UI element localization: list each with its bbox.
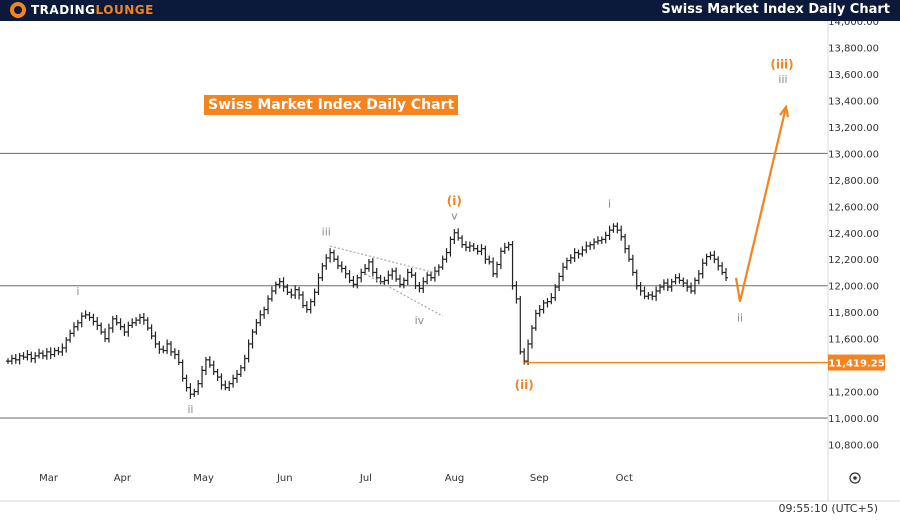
wave-label: ii xyxy=(737,312,743,325)
y-tick-label: 11,600.00 xyxy=(828,335,879,346)
y-tick-label: 13,600.00 xyxy=(828,70,879,81)
y-tick-label: 13,400.00 xyxy=(828,96,879,107)
logo-text-trading: TRADING xyxy=(31,3,96,17)
projection-arrowhead xyxy=(779,104,790,118)
wave-label: iii xyxy=(778,73,787,86)
y-tick-label: 12,600.00 xyxy=(828,202,879,213)
wave-label: i xyxy=(608,198,611,211)
wave-label: i xyxy=(76,285,79,298)
wave-label: iv xyxy=(415,314,425,327)
x-tick-label: May xyxy=(193,473,214,484)
settings-icon-center xyxy=(853,476,857,480)
wave-label: (i) xyxy=(447,194,462,208)
channel-upper-line xyxy=(330,245,439,275)
wave-label: iii xyxy=(322,225,331,238)
x-tick-label: Apr xyxy=(114,473,132,484)
logo-text-lounge: LOUNGE xyxy=(95,3,154,17)
footer-clock: 09:55:10 (UTC+5) xyxy=(778,502,878,515)
y-tick-label: 11,000.00 xyxy=(828,414,879,425)
wave-label: (iii) xyxy=(770,58,793,72)
header-bar: TRADINGLOUNGE Swiss Market Index Daily C… xyxy=(0,0,900,21)
y-tick-label: 12,800.00 xyxy=(828,176,879,187)
logo-wordmark: TRADINGLOUNGE xyxy=(31,3,154,17)
y-tick-label: 14,000.00 xyxy=(828,21,879,28)
x-tick-label: Mar xyxy=(39,473,59,484)
wave-label: (ii) xyxy=(515,378,534,392)
ohlc-chart[interactable]: 14,000.00 13,800.00 13,600.00 13,400.00 13,2… xyxy=(0,17,900,522)
y-tick-label: 13,000.00 xyxy=(828,149,879,160)
y-tick-label: 12,400.00 xyxy=(828,229,879,240)
x-tick-label: Jun xyxy=(276,473,293,484)
chart-area[interactable]: 14,000.00 13,800.00 13,600.00 13,400.00 13,2… xyxy=(0,17,900,522)
y-tick-label: 10,800.00 xyxy=(828,441,879,452)
x-tick-label: Jul xyxy=(359,473,372,484)
y-tick-label: 13,200.00 xyxy=(828,123,879,134)
price-marker-badge xyxy=(828,354,885,371)
x-tick-label: Aug xyxy=(445,473,465,484)
logo-icon xyxy=(10,2,26,18)
price-marker-label: 11,419.25 xyxy=(828,359,884,370)
y-tick-label: 12,000.00 xyxy=(828,282,879,293)
projection-path xyxy=(734,106,788,302)
y-tick-label: 11,800.00 xyxy=(828,308,879,319)
chart-title-badge: Swiss Market Index Daily Chart xyxy=(204,95,459,115)
y-tick-label: 13,800.00 xyxy=(828,43,879,54)
wave-label: ii xyxy=(187,403,193,416)
y-tick-label: 12,200.00 xyxy=(828,255,879,266)
y-tick-label: 11,200.00 xyxy=(828,388,879,399)
header-title: Swiss Market Index Daily Chart xyxy=(661,2,890,17)
tradinglounge-logo[interactable]: TRADINGLOUNGE xyxy=(10,2,154,18)
wave-label: v xyxy=(451,210,458,223)
x-tick-label: Oct xyxy=(616,473,633,484)
channel-lower-line xyxy=(364,273,443,317)
settings-icon xyxy=(849,472,861,484)
x-tick-label: Sep xyxy=(530,473,549,484)
